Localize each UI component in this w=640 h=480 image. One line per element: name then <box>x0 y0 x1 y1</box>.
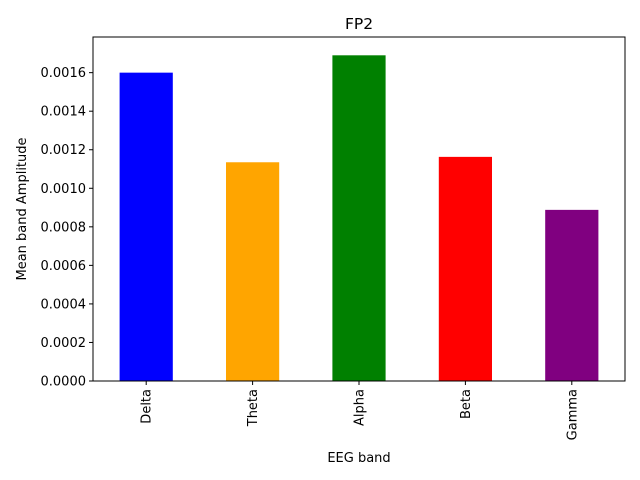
x-tick-label: Delta <box>140 389 155 424</box>
y-tick-label: 0.0012 <box>41 143 87 158</box>
y-axis-label: Mean band Amplitude <box>15 137 30 280</box>
x-tick-label: Beta <box>459 389 474 419</box>
y-tick-label: 0.0008 <box>41 220 87 235</box>
y-tick-label: 0.0004 <box>41 297 87 312</box>
x-tick-label: Theta <box>246 389 261 427</box>
bar-theta <box>226 162 280 381</box>
y-tick-label: 0.0016 <box>41 66 87 81</box>
y-axis: 0.0000 0.0002 0.0004 0.0006 0.0008 0.0010 0.00… <box>41 66 93 390</box>
bar-gamma <box>545 209 599 381</box>
x-axis-label: EEG band <box>327 451 390 466</box>
y-tick-label: 0.0010 <box>41 182 87 197</box>
chart-title: FP2 <box>345 15 373 33</box>
y-tick-label: 0.0002 <box>41 336 87 351</box>
y-tick-label: 0.0014 <box>41 105 87 120</box>
y-tick-label: 0.0000 <box>41 375 87 390</box>
bar-alpha <box>332 55 386 381</box>
bars-group <box>119 55 599 382</box>
x-tick-label: Gamma <box>565 389 580 440</box>
bar-delta <box>119 72 173 382</box>
bar-beta <box>438 156 492 381</box>
x-axis: Delta Theta Alpha Beta Gamma <box>140 381 580 440</box>
x-tick-label: Alpha <box>353 389 368 426</box>
y-tick-label: 0.0006 <box>41 259 87 274</box>
